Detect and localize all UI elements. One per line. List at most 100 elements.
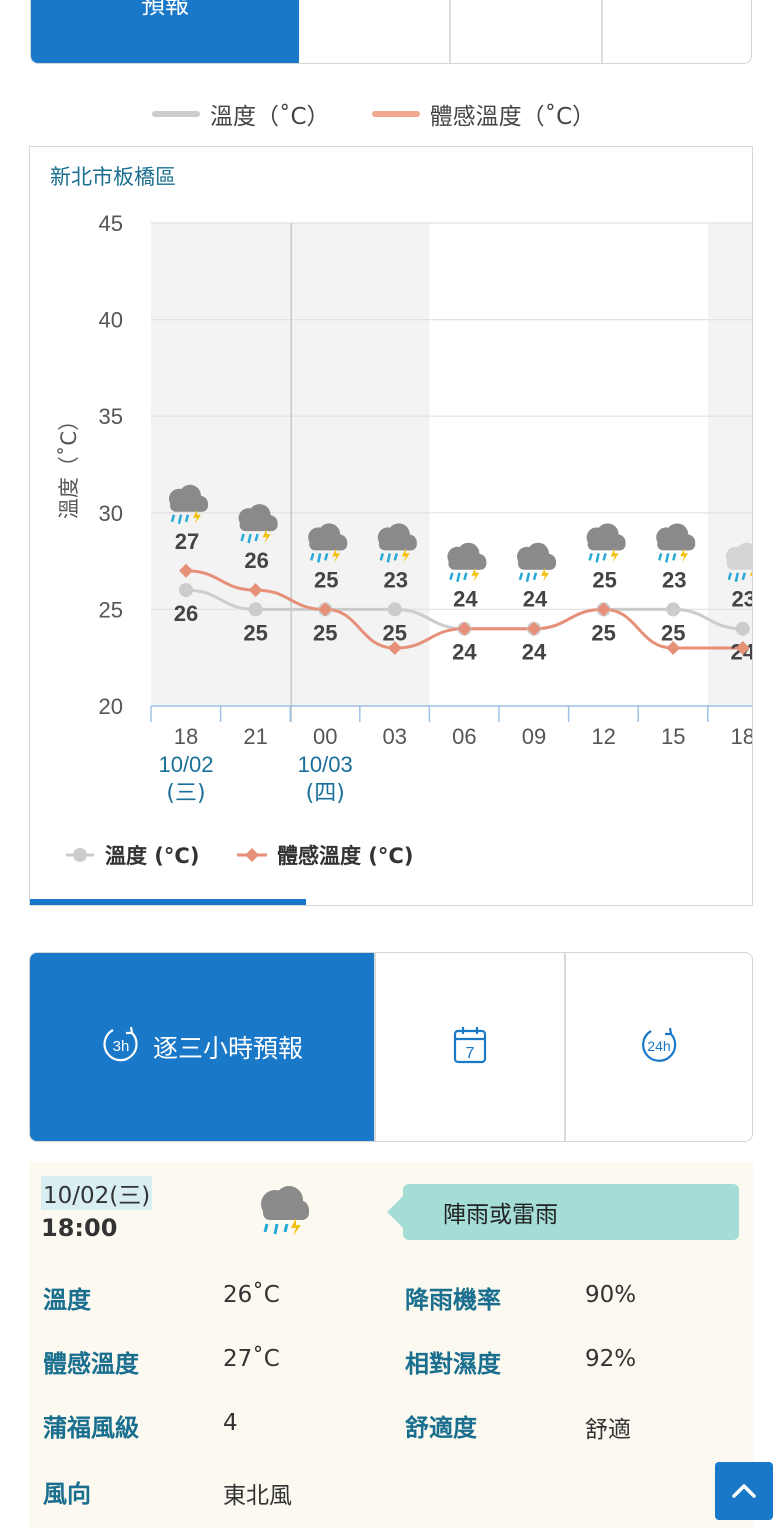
rain-thunder-icon xyxy=(517,542,556,582)
location-label: 新北市板橋區 xyxy=(50,165,176,189)
top-tab-4[interactable] xyxy=(603,0,751,63)
apparent-temperature-data-label: 27 xyxy=(175,529,199,554)
label-apparent-temperature: 體感溫度 xyxy=(43,1350,139,1378)
x-tick-label: 12 xyxy=(591,724,615,749)
x-tick-label: 21 xyxy=(243,724,267,749)
temperature-point xyxy=(248,602,263,617)
label-temperature: 溫度 xyxy=(43,1286,91,1314)
apparent-temperature-point xyxy=(318,602,333,617)
label-comfort: 舒適度 xyxy=(405,1414,477,1442)
calendar-7-icon: 7 xyxy=(452,1025,488,1069)
x-tick-label: 00 xyxy=(313,724,337,749)
x-tick-label: 03 xyxy=(383,724,407,749)
temperature-data-label: 25 xyxy=(313,620,337,645)
x-tick-label: 15 xyxy=(661,724,685,749)
date-label: 10/03 xyxy=(298,752,353,777)
apparent-temperature-data-label: 23 xyxy=(732,587,753,612)
apparent-temperature-data-label: 24 xyxy=(453,587,478,612)
temperature-data-label: 25 xyxy=(591,620,615,645)
value-beaufort: 4 xyxy=(223,1410,238,1436)
legend-marker-apparent xyxy=(245,848,259,862)
weather-description-text: 陣雨或雷雨 xyxy=(443,1202,558,1228)
apparent-temperature-data-label: 25 xyxy=(592,567,616,592)
rain-thunder-icon xyxy=(238,504,278,544)
label-beaufort: 蒲福風級 xyxy=(43,1414,139,1442)
apparent-temperature-point xyxy=(179,563,193,578)
temperature-data-label: 24 xyxy=(522,640,547,665)
value-wind-direction: 東北風 xyxy=(223,1483,292,1509)
rain-thunder-icon xyxy=(377,523,417,563)
3h-clock-icon: 3h xyxy=(101,1024,141,1070)
scroll-progress-bar xyxy=(30,899,306,905)
detail-time: 18:00 xyxy=(41,1214,118,1242)
legend-label-apparent: 體感溫度（˚C） xyxy=(429,104,596,130)
label-rain-probability: 降雨機率 xyxy=(405,1286,501,1314)
legend-swatch-temperature xyxy=(152,111,200,117)
temperature-point xyxy=(735,621,750,636)
rain-thunder-icon xyxy=(251,1182,313,1242)
weekday-label: (三) xyxy=(166,781,205,806)
apparent-temperature-point xyxy=(527,621,541,636)
24h-clock-icon: 24h xyxy=(637,1025,681,1069)
y-tick-label: 25 xyxy=(99,597,123,622)
apparent-temperature-data-label: 23 xyxy=(384,567,408,592)
apparent-temperature-data-label: 25 xyxy=(314,567,338,592)
top-tab-forecast[interactable]: 預報 xyxy=(31,0,299,63)
apparent-temperature-data-label: 26 xyxy=(244,548,268,573)
apparent-temperature-point xyxy=(248,583,263,598)
svg-text:24h: 24h xyxy=(647,1038,670,1054)
legend-label-temperature: 溫度（˚C） xyxy=(210,104,330,130)
legend-item-apparent[interactable]: 體感溫度（˚C） xyxy=(371,97,596,131)
y-tick-label: 30 xyxy=(99,501,123,526)
chart-legend-top: 溫度（˚C） 體感溫度（˚C） xyxy=(152,96,637,132)
tab-3hour-forecast[interactable]: 3h 逐三小時預報 xyxy=(30,953,374,1141)
back-to-top-button[interactable] xyxy=(715,1462,773,1520)
y-tick-label: 35 xyxy=(99,404,123,429)
legend-item-temperature[interactable]: 溫度（˚C） xyxy=(152,97,330,131)
legend-swatch-apparent xyxy=(371,111,420,117)
rain-thunder-icon xyxy=(169,484,208,525)
rain-thunder-light-icon xyxy=(725,542,752,582)
apparent-temperature-point xyxy=(387,641,402,656)
top-tab-2[interactable] xyxy=(299,0,451,63)
detail-date: 10/02(三) xyxy=(41,1176,153,1210)
chevron-up-icon xyxy=(732,1484,756,1498)
top-tab-3[interactable] xyxy=(451,0,603,63)
svg-text:3h: 3h xyxy=(113,1038,130,1055)
legend-marker-temperature xyxy=(73,848,87,862)
label-wind-direction: 風向 xyxy=(43,1480,91,1508)
top-tab-bar: 預報 xyxy=(30,0,752,64)
rain-thunder-icon xyxy=(656,523,696,563)
x-tick-label: 09 xyxy=(522,724,546,749)
value-temperature: 26˚C xyxy=(223,1282,280,1308)
tab-7day-forecast[interactable]: 7 xyxy=(374,953,564,1141)
forecast-tab-bar: 3h 逐三小時預報 7 24h xyxy=(29,952,753,1142)
temperature-data-label: 25 xyxy=(243,620,267,645)
temperature-data-label: 26 xyxy=(174,601,198,626)
x-tick-label: 18 xyxy=(174,724,198,749)
svg-text:7: 7 xyxy=(466,1045,475,1062)
temperature-data-label: 24 xyxy=(452,640,477,665)
temperature-point xyxy=(387,602,402,617)
y-tick-label: 40 xyxy=(99,308,123,333)
tab-3hour-forecast-label: 逐三小時預報 xyxy=(152,1034,303,1063)
rain-thunder-icon xyxy=(308,523,348,563)
y-axis-label: 溫度（˚C） xyxy=(57,410,81,519)
value-rain-probability: 90% xyxy=(585,1282,637,1308)
x-tick-label: 06 xyxy=(452,724,476,749)
legend-label-apparent-bottom: 體感溫度 (°C) xyxy=(277,844,413,868)
x-tick-label: 18 xyxy=(731,724,753,749)
legend-label-temperature-bottom: 溫度 (°C) xyxy=(105,844,199,868)
label-humidity: 相對濕度 xyxy=(405,1350,501,1378)
weekday-label: (四) xyxy=(306,781,345,806)
tab-24hour-forecast[interactable]: 24h xyxy=(564,953,752,1141)
temperature-chart-panel: 新北市板橋區 20 25 30 35 40 45 溫度（˚C） 18 21 00 03 06 09 12 1… xyxy=(29,146,753,906)
weather-description: 陣雨或雷雨 xyxy=(387,1184,739,1240)
apparent-temperature-point xyxy=(735,641,750,656)
night-band xyxy=(151,223,430,706)
date-label: 10/02 xyxy=(158,752,213,777)
value-comfort: 舒適 xyxy=(585,1417,631,1443)
apparent-temperature-point xyxy=(457,621,472,636)
temperature-point xyxy=(666,602,681,617)
value-apparent-temperature: 27˚C xyxy=(223,1346,280,1372)
